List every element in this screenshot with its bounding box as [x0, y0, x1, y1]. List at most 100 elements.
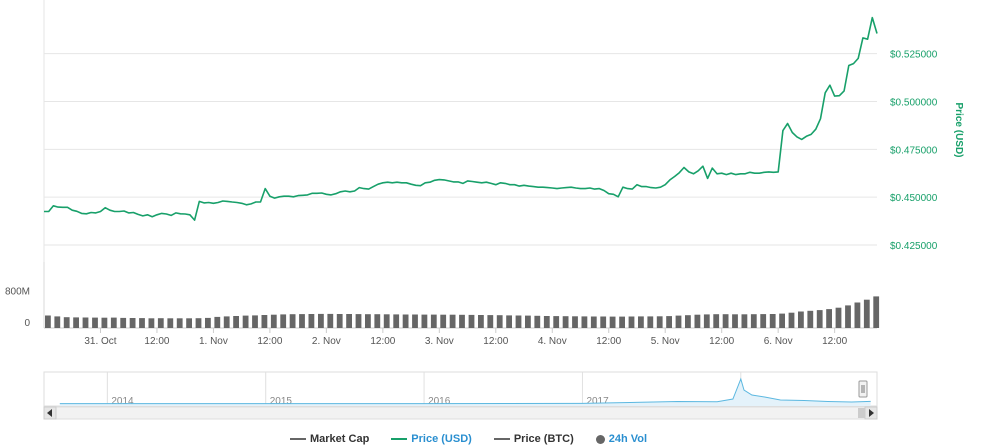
volume-bar — [45, 315, 51, 328]
volume-bar — [572, 316, 578, 328]
volume-bar — [619, 316, 625, 328]
volume-bar — [148, 318, 155, 328]
volume-bar — [581, 316, 588, 328]
volume-bar — [412, 314, 418, 328]
arrow-right-icon — [869, 409, 874, 417]
volume-bar — [506, 315, 512, 328]
scrollbar[interactable] — [43, 406, 878, 420]
volume-bar — [110, 317, 117, 328]
x-tick-label: 5. Nov — [651, 336, 680, 347]
scrollbar-track — [43, 406, 878, 420]
volume-bar — [534, 315, 541, 328]
volume-bar — [459, 314, 465, 328]
volume-bar — [195, 318, 202, 328]
x-tick-label: 6. Nov — [764, 336, 793, 347]
price-y-axis: $0.425000 $0.450000 $0.475000 $0.500000 $0.5… — [890, 50, 938, 252]
volume-bar — [863, 299, 870, 328]
volume-bar — [741, 314, 748, 328]
legend-item-price-usd[interactable]: Price (USD) — [391, 433, 472, 445]
navigator-area — [59, 379, 871, 406]
volume-bar — [515, 315, 522, 328]
volume-bar — [666, 316, 672, 328]
volume-bar — [139, 318, 145, 328]
price-tick-label: $0.475000 — [890, 145, 938, 156]
volume-bar — [383, 314, 390, 328]
volume-bar — [355, 314, 362, 328]
volume-bar — [327, 313, 334, 328]
legend: Market Cap Price (USD) Price (BTC) 24h V… — [290, 433, 647, 445]
arrow-left-icon — [47, 409, 52, 417]
price-tick-label: $0.525000 — [890, 50, 938, 61]
legend-label: Price (USD) — [411, 433, 472, 445]
volume-bar — [393, 314, 400, 328]
volume-bar — [873, 296, 880, 328]
price-axis-title: Price (USD) — [953, 102, 964, 157]
volume-bar — [270, 314, 277, 328]
volume-bar — [656, 316, 663, 328]
x-tick-label: 12:00 — [257, 336, 282, 347]
volume-bar — [54, 316, 61, 328]
volume-bar — [826, 309, 832, 328]
volume-bar — [223, 316, 230, 328]
volume-bar — [816, 310, 823, 328]
volume-bar — [694, 314, 701, 328]
line-swatch-icon — [290, 438, 306, 440]
price-line — [44, 16, 878, 221]
volume-bar — [205, 317, 211, 328]
x-tick-label: 12:00 — [483, 336, 508, 347]
volume-bar — [496, 315, 503, 328]
volume-tick-label: 800M — [5, 286, 30, 297]
volume-bar — [638, 316, 644, 328]
legend-item-market-cap[interactable]: Market Cap — [290, 433, 369, 445]
x-tick-label: 12:00 — [144, 336, 169, 347]
legend-item-price-btc[interactable]: Price (BTC) — [493, 433, 574, 445]
scrollbar-thumb — [858, 408, 865, 418]
volume-bar — [280, 314, 287, 328]
volume-bar — [647, 316, 654, 328]
x-tick-label: 12:00 — [822, 336, 847, 347]
volume-bar — [430, 314, 437, 328]
volume-bar — [543, 316, 550, 328]
volume-bar — [63, 317, 70, 328]
volume-bar — [685, 315, 691, 328]
volume-bar — [73, 317, 79, 328]
volume-bar — [788, 312, 795, 328]
volume-bar — [449, 314, 456, 328]
volume-bar — [129, 318, 136, 328]
volume-bar — [590, 316, 597, 328]
price-tick-label: $0.500000 — [890, 97, 938, 108]
legend-label: 24h Vol — [608, 433, 648, 445]
navigator-year-label: 2016 — [428, 396, 451, 407]
volume-bar — [336, 314, 343, 328]
volume-bar — [214, 316, 221, 328]
dot-swatch-icon — [595, 434, 605, 444]
navigator-year-label: 2017 — [586, 396, 609, 407]
volume-bar — [346, 314, 352, 328]
volume-bar — [722, 314, 729, 328]
volume-bar — [713, 314, 720, 328]
x-tick-label: 1. Nov — [199, 336, 228, 347]
volume-bar — [421, 314, 428, 328]
volume-bar — [120, 317, 127, 328]
volume-bar — [186, 318, 192, 328]
volume-bar — [732, 314, 738, 328]
navigator-year-label: 2015 — [270, 396, 293, 407]
volume-bar — [854, 302, 861, 328]
volume-bar — [750, 314, 757, 328]
legend-item-24h-vol[interactable]: 24h Vol — [595, 433, 648, 445]
volume-bar — [609, 316, 616, 328]
volume-bar — [807, 310, 814, 328]
volume-bar — [675, 315, 682, 328]
navigator-year-label: 2014 — [111, 396, 134, 407]
volume-bar — [703, 314, 710, 328]
legend-label: Price (BTC) — [513, 433, 574, 445]
volume-bar — [628, 316, 635, 328]
price-gridlines — [43, 0, 877, 262]
volume-bar — [402, 314, 409, 328]
navigator[interactable]: 20142015201620172018 — [43, 371, 878, 407]
volume-bar — [760, 314, 767, 328]
volume-bar — [318, 313, 324, 328]
volume-bar — [261, 315, 268, 328]
x-tick-label: 4. Nov — [538, 336, 567, 347]
